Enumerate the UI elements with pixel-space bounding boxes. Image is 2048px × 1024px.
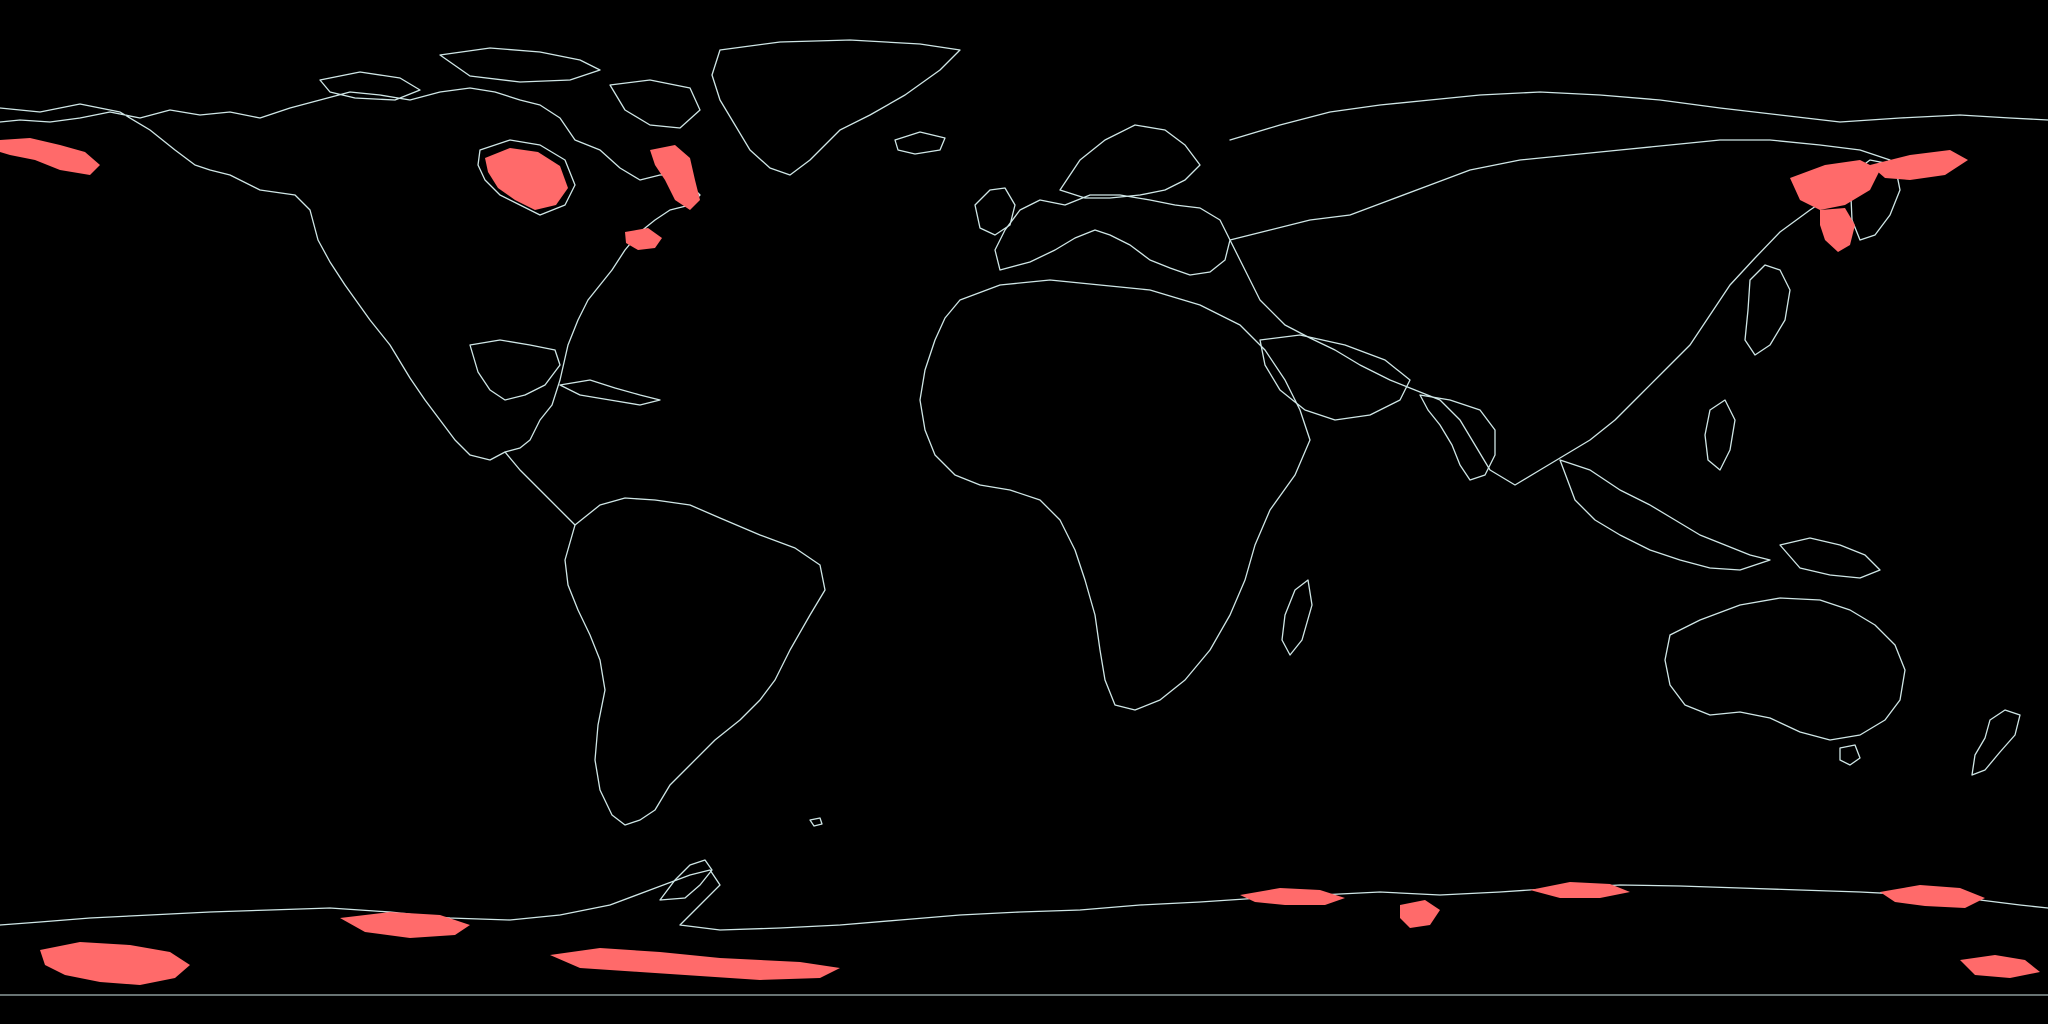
- coast-hudson-bay: [477, 139, 576, 216]
- coast-gulf-of-mexico: [469, 339, 561, 401]
- coast-antarctic-peninsula: [659, 859, 713, 901]
- highlight-antarctic-coast-east-5: [1960, 955, 2040, 978]
- coast-arctic-islands-2: [439, 47, 601, 83]
- coast-kamchatka: [1849, 159, 1901, 241]
- highlight-sea-of-japan: [1820, 208, 1855, 252]
- highlight-antarctic-coast-east-4: [1880, 885, 1985, 908]
- coast-australia: [1664, 597, 1906, 741]
- highlight-sea-of-okhotsk: [1790, 160, 1880, 210]
- highlight-antarctic-coast-east-2: [1400, 900, 1440, 928]
- coast-asia: [1229, 139, 1891, 486]
- coast-arctic-siberia: [1229, 91, 2048, 141]
- coast-japan: [1744, 264, 1791, 356]
- coast-central-america: [504, 451, 576, 526]
- highlight-bering-strait-alaska: [0, 138, 100, 175]
- coast-south-georgia: [809, 817, 823, 827]
- coast-africa: [919, 279, 1311, 711]
- highlight-gulf-of-st-lawrence: [625, 228, 662, 250]
- highlight-antarctic-coast-east-1: [1240, 888, 1345, 905]
- highlight-antarctic-coast-ross: [340, 912, 470, 938]
- coast-scandinavia: [1059, 124, 1201, 199]
- coast-new-zealand: [1971, 709, 2021, 776]
- coast-greenland: [711, 39, 961, 176]
- highlight-antarctic-coast-west: [40, 942, 190, 985]
- highlight-hudson-bay: [485, 148, 568, 210]
- highlight-east-siberia-coast: [1870, 150, 1968, 180]
- highlight-antarctic-coast-east-3: [1530, 882, 1630, 898]
- highlight-antarctic-coast-weddell: [550, 948, 840, 980]
- coast-north-america: [0, 87, 701, 461]
- coast-south-america: [564, 497, 826, 826]
- coast-british-isles: [974, 187, 1016, 236]
- coast-india: [1419, 394, 1496, 481]
- coast-madagascar: [1281, 579, 1313, 656]
- coast-caribbean: [559, 379, 661, 406]
- coastlines: [0, 39, 2048, 931]
- coast-arabia: [1259, 334, 1411, 421]
- highlighted-sea-ice: [0, 138, 2040, 985]
- coast-new-guinea: [1779, 537, 1881, 579]
- coast-arctic-islands-3: [609, 79, 701, 129]
- coast-southeast-asia: [1559, 459, 1771, 571]
- coast-iceland: [894, 131, 946, 155]
- coast-tasmania: [1839, 744, 1861, 766]
- highlight-labrador-coast: [650, 145, 700, 210]
- coast-arctic-islands-1: [319, 71, 421, 101]
- coast-philippines: [1704, 399, 1736, 471]
- coast-antarctica: [0, 869, 2048, 931]
